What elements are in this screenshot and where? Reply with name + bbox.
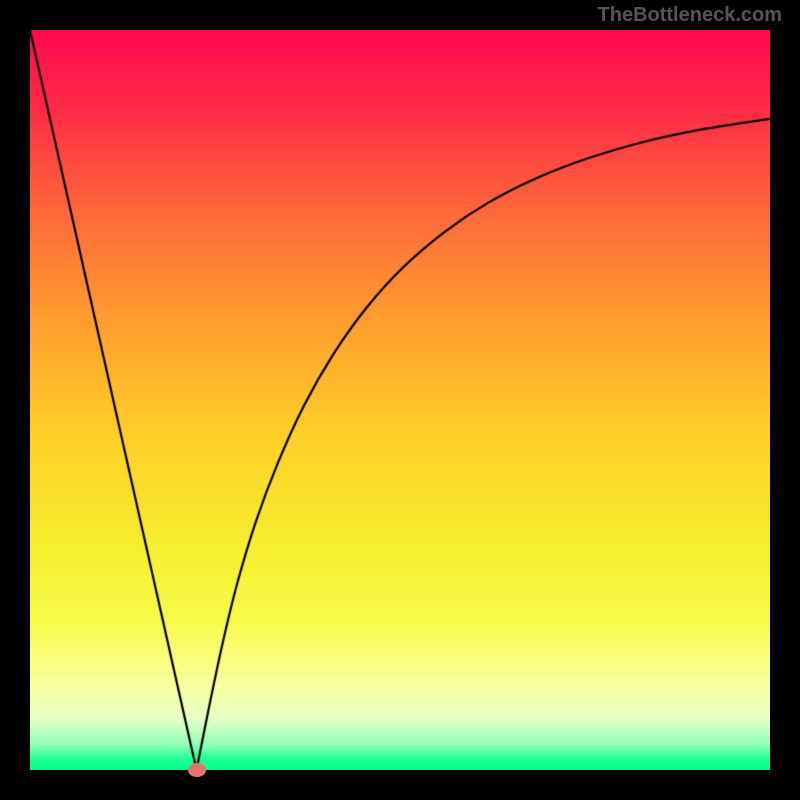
watermark-text: TheBottleneck.com (598, 4, 782, 27)
chart-container: TheBottleneck.com (0, 0, 800, 800)
plot-area (30, 30, 770, 770)
minimum-marker (188, 763, 206, 777)
bottleneck-curve (30, 30, 770, 770)
